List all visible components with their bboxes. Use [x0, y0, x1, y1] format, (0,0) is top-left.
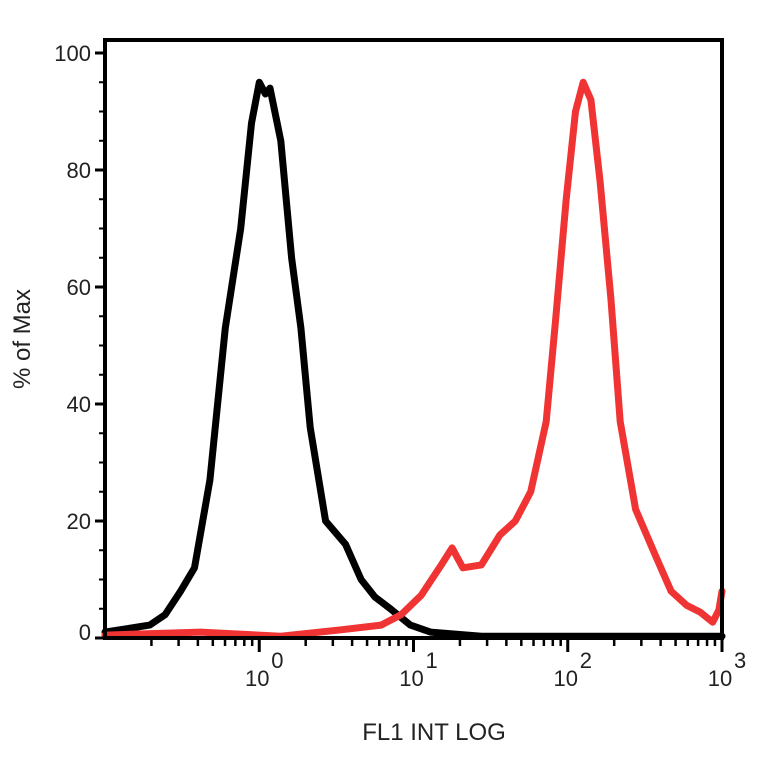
x-tick-label: 100: [245, 648, 283, 691]
y-tick-label: 80: [67, 158, 91, 183]
x-tick-exponent: 2: [580, 648, 592, 673]
x-tick-base: 10: [708, 666, 732, 691]
x-tick-base: 10: [245, 666, 269, 691]
y-tick-label: 100: [54, 41, 91, 66]
x-tick-label: 101: [399, 648, 437, 691]
x-tick-exponent: 3: [734, 648, 746, 673]
y-tick-label: 60: [67, 275, 91, 300]
x-tick-base: 10: [399, 666, 423, 691]
y-tick-label: 0: [79, 620, 91, 645]
x-axis-title: FL1 INT LOG: [362, 719, 506, 746]
y-tick-label: 40: [67, 392, 91, 417]
y-tick-label: 20: [67, 509, 91, 534]
x-tick-label: 102: [554, 648, 592, 691]
x-tick-exponent: 1: [426, 648, 438, 673]
x-tick-exponent: 0: [271, 648, 283, 673]
y-axis-title: % of Max: [9, 289, 36, 389]
series-line-stained: [101, 78, 726, 640]
x-tick-label: 103: [708, 648, 746, 691]
x-tick-base: 10: [554, 666, 578, 691]
series-line-control: [101, 78, 726, 640]
